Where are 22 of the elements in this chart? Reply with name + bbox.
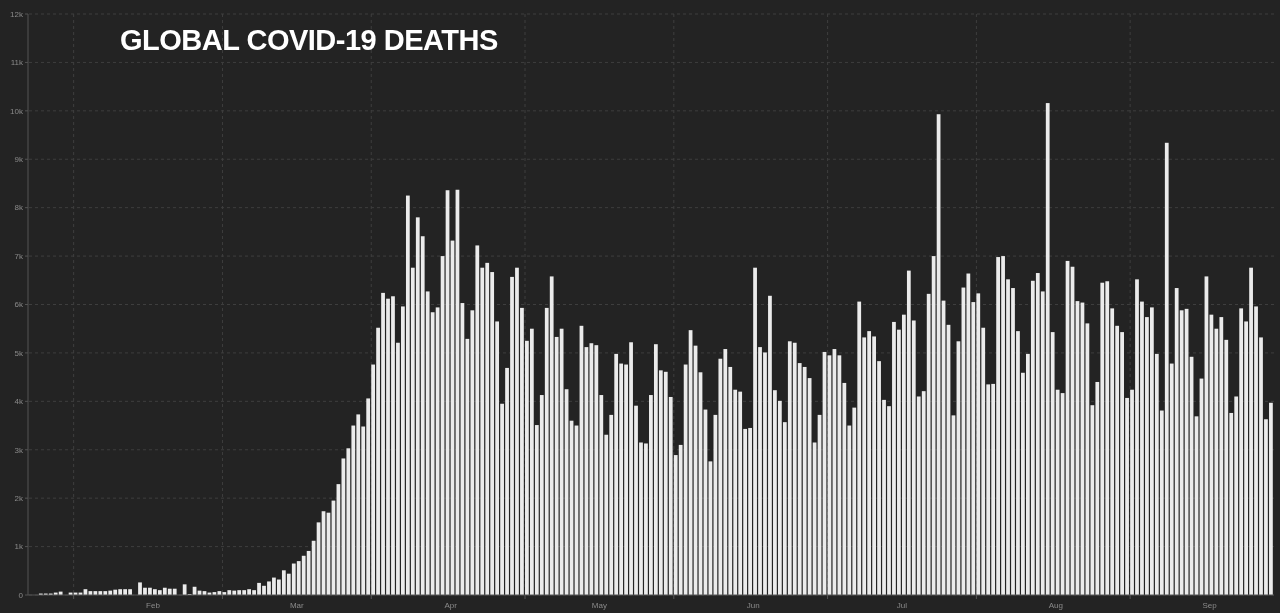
y-tick-label: 8k: [14, 203, 24, 213]
x-tick-label: Sep: [1202, 601, 1218, 610]
y-tick-label: 1k: [14, 542, 24, 552]
y-tick-label: 4k: [14, 397, 24, 407]
chart-title: GLOBAL COVID-19 DEATHS: [120, 24, 499, 56]
x-tick-label: Jul: [896, 601, 908, 610]
x-tick-label: Mar: [289, 601, 305, 610]
x-tick-label: May: [591, 601, 607, 610]
y-tick-label: 9k: [14, 155, 24, 165]
y-tick-label: 0: [18, 590, 24, 600]
y-tick-label: 10k: [10, 106, 24, 116]
x-tick-label: Jun: [746, 601, 760, 610]
y-tick-label: 5k: [14, 348, 24, 358]
y-tick-label: 2k: [14, 493, 24, 503]
y-tick-label: 6k: [14, 300, 24, 310]
x-tick-label: Apr: [444, 601, 458, 610]
y-tick-label: 11k: [10, 58, 24, 68]
x-tick-label: Aug: [1048, 601, 1063, 610]
y-tick-label: 12k: [10, 9, 24, 19]
x-tick-label: Feb: [146, 601, 161, 610]
y-tick-label: 7k: [14, 251, 24, 261]
y-tick-label: 3k: [14, 445, 24, 455]
